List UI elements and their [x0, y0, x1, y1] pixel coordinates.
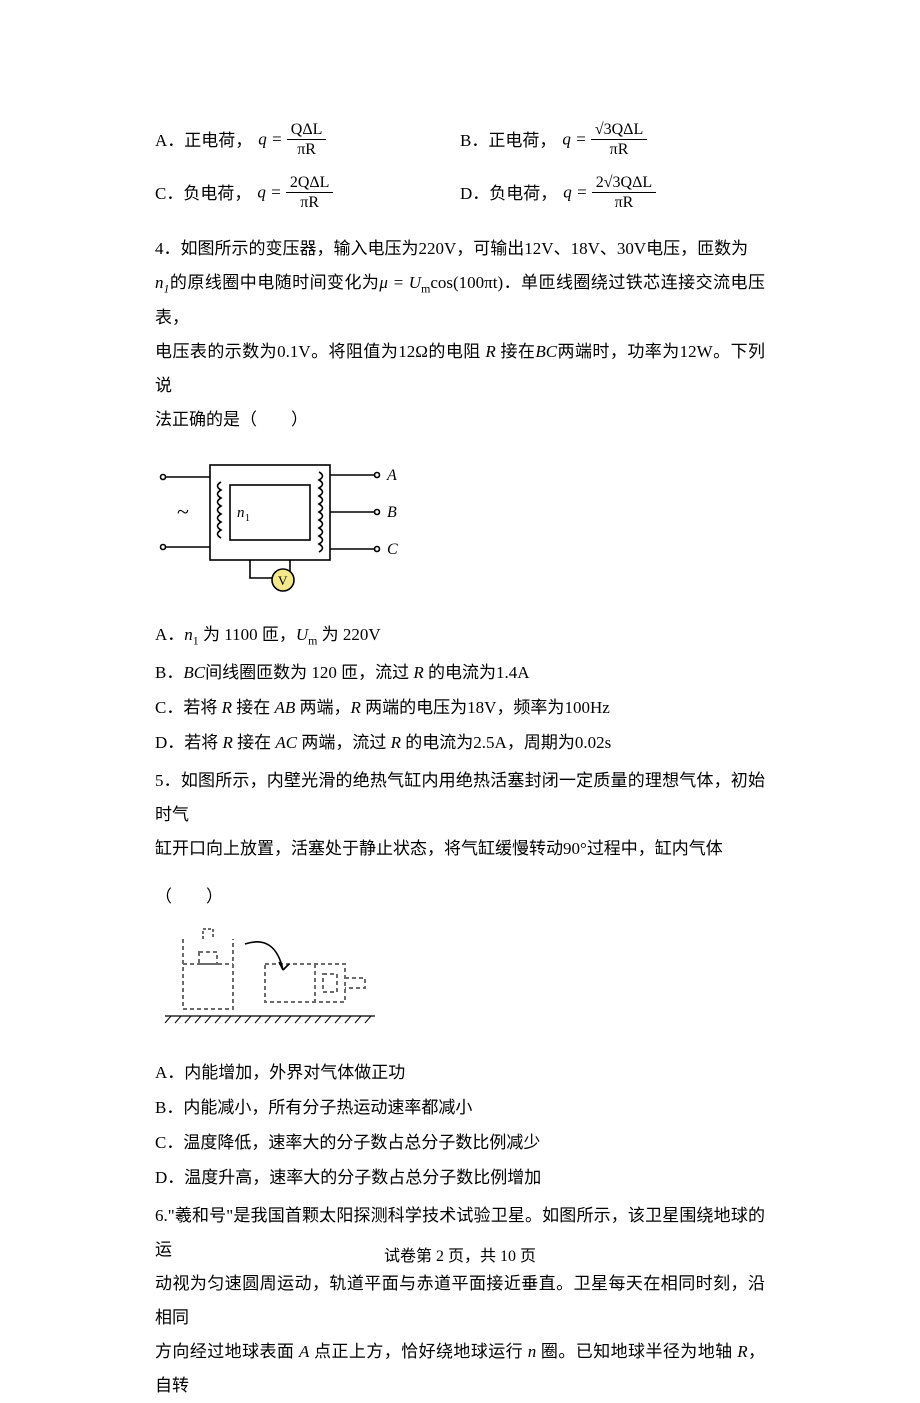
q5-option-A: A．内能增加，外界对气体做正功 [155, 1059, 765, 1086]
q3-option-D: D．负电荷， q = 2√3QΔLπR [460, 173, 765, 214]
svg-text:V: V [278, 573, 288, 588]
svg-text:1: 1 [245, 513, 250, 524]
q5-option-D: D．温度升高，速率大的分子数占总分子数比例增加 [155, 1164, 765, 1191]
q3-B-label: B．正电荷， [460, 127, 556, 154]
svg-text:B: B [387, 504, 397, 521]
q5-cylinder-figure [155, 924, 765, 1042]
svg-text:A: A [386, 467, 397, 484]
q5-option-B: B．内能减小，所有分子热运动速率都减小 [155, 1094, 765, 1121]
q4-option-A: A．n1 为 1100 匝，Um 为 220V [155, 621, 765, 650]
q6-stem: 6."羲和号"是我国首颗太阳探测科学技术试验卫星。如图所示，该卫星围绕地球的运 … [155, 1199, 765, 1403]
q4-stem: 4．如图所示的变压器，输入电压为220V，可输出12V、18V、30V电压，匝数… [155, 232, 765, 437]
q3-B-eq: q = √3QΔLπR [562, 120, 647, 161]
q4-option-D: D．若将 R 接在 AC 两端，流过 R 的电流为2.5A，周期为0.02s [155, 729, 765, 756]
q3-row-1: A．正电荷， q = QΔLπR B．正电荷， q = √3QΔLπR [155, 120, 765, 161]
q3-D-label: D．负电荷， [460, 180, 557, 207]
q3-row-2: C．负电荷， q = 2QΔLπR D．负电荷， q = 2√3QΔLπR [155, 173, 765, 214]
q3-A-eq: q = QΔLπR [258, 120, 326, 161]
n1-var: n1 [155, 273, 169, 292]
tilde-icon: ~ [177, 499, 189, 524]
svg-text:C: C [387, 541, 398, 558]
q5-paren: （ ） [155, 880, 765, 914]
q3-option-C: C．负电荷， q = 2QΔLπR [155, 173, 460, 214]
q4-option-B: B．BC间线圈匝数为 120 匝，流过 R 的电流为1.4A [155, 659, 765, 686]
svg-text:n: n [237, 505, 245, 521]
q3-C-eq: q = 2QΔLπR [257, 173, 333, 214]
q3-A-label: A．正电荷， [155, 127, 252, 154]
q3-option-A: A．正电荷， q = QΔLπR [155, 120, 460, 161]
q3-C-label: C．负电荷， [155, 180, 251, 207]
q3-option-B: B．正电荷， q = √3QΔLπR [460, 120, 765, 161]
q4-transformer-figure: ~ n 1 A B C V [155, 447, 765, 605]
q5-stem: 5．如图所示，内壁光滑的绝热气缸内用绝热活塞封闭一定质量的理想气体，初始时气 缸… [155, 764, 765, 866]
page-footer: 试卷第 2 页，共 10 页 [0, 1244, 920, 1270]
q4-equation: μ = Umcos(100πt) [379, 273, 503, 292]
q4-option-C: C．若将 R 接在 AB 两端，R 两端的电压为18V，频率为100Hz [155, 694, 765, 721]
q5-option-C: C．温度降低，速率大的分子数占总分子数比例减少 [155, 1129, 765, 1156]
q3-D-eq: q = 2√3QΔLπR [563, 173, 656, 214]
